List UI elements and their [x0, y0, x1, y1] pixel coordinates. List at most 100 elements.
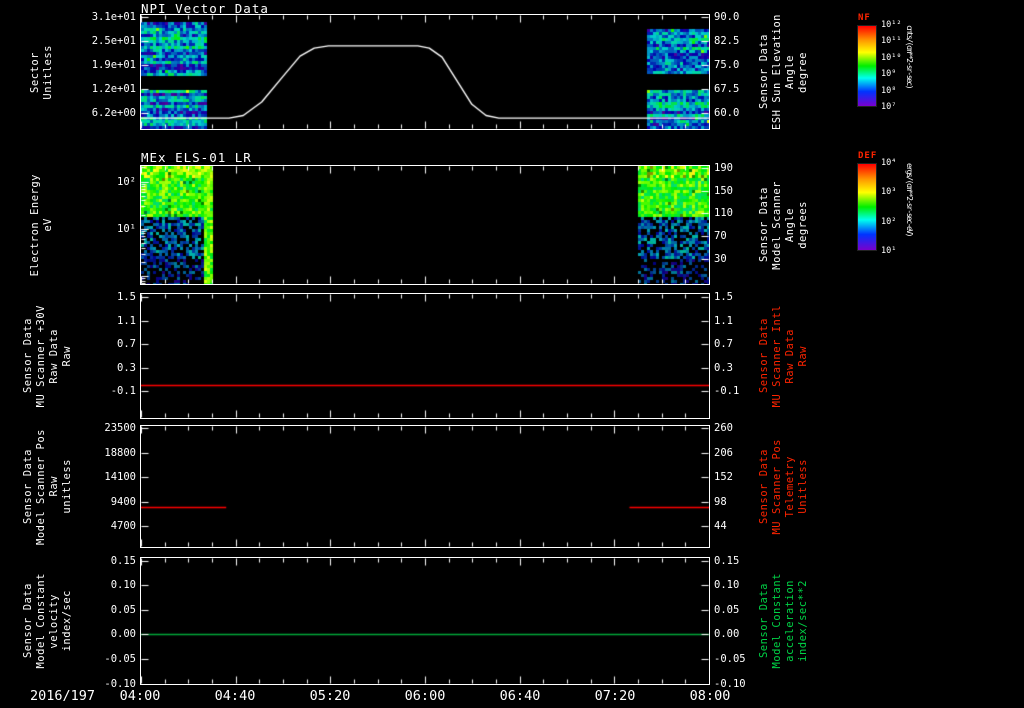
panel4-left-tick-label: 23500	[104, 422, 136, 434]
panel5-right-tick-label: 0.10	[714, 579, 740, 591]
panel3-right-axis-label: Sensor Data MU Scanner Intl Raw Data Raw	[750, 293, 816, 419]
colorbar-tick-label: 10⁸	[881, 85, 897, 96]
panel5-plot-area	[140, 557, 710, 685]
axis-label-line: eV	[41, 218, 54, 232]
panel1-spectrogram-canvas	[141, 15, 709, 129]
panel5-left-tick-label: 0.05	[110, 604, 136, 616]
panel2-left-tick-label: 10²	[117, 176, 136, 188]
panel3-plot-area	[140, 293, 710, 419]
colorbar-nf-gradient	[857, 25, 877, 107]
panel5-line-canvas	[141, 558, 709, 684]
panel3-left-tick-label: -0.1	[110, 385, 136, 397]
panel2-left-tick-label: 10¹	[117, 223, 136, 235]
panel1-left-tick-label: 3.1e+01	[91, 11, 136, 23]
panel4-right-tick-label: 98	[714, 496, 727, 508]
axis-label-line: Model Scanner Pos	[34, 428, 47, 545]
panel3-line-canvas	[141, 294, 709, 418]
axis-label-line: Telemetry	[783, 455, 796, 518]
axis-label-line: Unitless	[41, 44, 54, 100]
time-axis-label: 08:00	[689, 688, 731, 704]
colorbar-tick-label: 10¹²	[881, 20, 902, 30]
panel1-right-tick-label: 90.0	[714, 11, 740, 23]
panel4-right-tick-label: 260	[714, 422, 733, 434]
panel5-left-tick-label: 0.00	[110, 628, 136, 640]
panel1-left-tick-label: 1.2e+01	[91, 83, 136, 95]
panel4-plot-area	[140, 425, 710, 548]
panel4-left-tick-label: 18800	[104, 447, 136, 459]
panel5-left-tick-label: 0.10	[110, 579, 136, 591]
panel5-left-tick-label: -0.10	[104, 678, 136, 690]
axis-label-line: Sector	[28, 51, 41, 93]
colorbar-tick-label: 10⁴	[881, 158, 897, 168]
panel3-left-tick-label: 1.1	[117, 315, 136, 327]
time-axis-label: 05:20	[309, 688, 351, 704]
panel5-left-tick-label: 0.15	[110, 555, 136, 567]
panel3-left-tick-label: 0.3	[117, 362, 136, 374]
panel3-right-tick-label: 1.1	[714, 315, 733, 327]
panel4-left-tick-label: 9400	[110, 496, 136, 508]
panel4-right-tick-label: 44	[714, 520, 727, 532]
panel2-right-tick-label: 110	[714, 207, 733, 219]
panel3-left-tick-label: 1.5	[117, 291, 136, 303]
axis-label-line: index/sec**2	[796, 580, 809, 662]
colorbar-tick-label: 10¹¹	[881, 36, 902, 47]
panel2-right-tick-label: 30	[714, 253, 727, 265]
panel4-right-tick-label: 152	[714, 471, 733, 483]
axis-label-line: unitless	[60, 459, 73, 514]
axis-label-line: degree	[796, 51, 809, 93]
time-axis-label: 04:00	[119, 688, 161, 704]
time-axis-label: 06:00	[404, 688, 446, 704]
panel5-left-tick-label: -0.05	[104, 653, 136, 665]
axis-label-line: Raw Data	[47, 328, 60, 384]
panel5-right-axis-label: Sensor Data Model Constant acceleration ind…	[750, 557, 816, 685]
colorbar-nf: NF 10¹² 10¹¹ 10¹⁰ 10⁹ 10⁸ 10⁷ cnts/(cm**2-sr-…	[857, 13, 987, 173]
panel5-right-tick-label: 0.00	[714, 628, 740, 640]
time-axis-label: 07:20	[594, 688, 636, 704]
axis-label-line: velocity	[47, 593, 60, 649]
panel1-right-tick-label: 75.0	[714, 59, 740, 71]
panel2-right-tick-label: 70	[714, 230, 727, 242]
panel4-right-tick-label: 206	[714, 447, 733, 459]
panel4-left-tick-label: 14100	[104, 471, 136, 483]
panel3-right-tick-label: 0.7	[714, 338, 733, 350]
panel1-left-tick-label: 1.9e+01	[91, 59, 136, 71]
axis-label-line: Electron Energy	[28, 173, 41, 277]
panel1-left-tick-label: 6.2e+00	[91, 107, 136, 119]
axis-label-line: Sensor Data	[757, 448, 770, 525]
axis-label-line: Model Scanner	[770, 180, 783, 270]
panel5-right-tick-label: 0.15	[714, 555, 740, 567]
time-axis-label: 06:40	[499, 688, 541, 704]
axis-label-line: index/sec	[60, 590, 73, 652]
panel2-right-axis-label: Sensor Data Model Scanner Angle degrees	[750, 165, 816, 285]
axis-label-line: Sensor Data	[757, 318, 770, 394]
panel4-line-canvas	[141, 426, 709, 547]
panel1-right-axis-label: Sensor Data ESH Sun Elevation Angle degree	[750, 14, 816, 130]
colorbar-nf-title: NF	[858, 13, 871, 23]
panel3-left-axis-label: Sensor Data MU Scanner +30V Raw Data Raw	[14, 293, 80, 419]
panel3-left-tick-label: 0.7	[117, 338, 136, 350]
panel2-left-axis-label: Electron Energy eV	[20, 165, 62, 285]
colorbar-nf-units-label: cnts/(cm**2-sr-sec)	[905, 25, 914, 89]
panel5-left-axis-label: Sensor Data Model Constant velocity index/s…	[14, 557, 80, 685]
panel4-right-axis-label: Sensor Data MU Scanner Pos Telemetry Unitle…	[750, 425, 816, 548]
axis-label-line: Sensor Data	[21, 583, 34, 659]
axis-label-line: Angle	[783, 54, 796, 90]
axis-label-line: ESH Sun Elevation	[770, 14, 783, 130]
colorbar-def-units-label: ergs/(cm**2-sr-sec-eV)	[905, 163, 914, 236]
panel1-right-tick-label: 67.5	[714, 83, 740, 95]
axis-label-line: Unitless	[796, 459, 809, 514]
panel2-spectrogram-canvas	[141, 166, 709, 284]
panel3-right-tick-label: 0.3	[714, 362, 733, 374]
panel1-plot-area	[140, 14, 710, 130]
axis-label-line: Raw	[47, 476, 60, 497]
axis-label-line: MU Scanner Pos	[770, 438, 783, 535]
axis-label-line: Sensor Data	[21, 448, 34, 525]
colorbar-tick-label: 10²	[881, 216, 897, 227]
axis-label-line: Raw	[60, 345, 73, 367]
axis-label-line: Sensor Data	[21, 318, 34, 394]
panel1-left-axis-label: Sector Unitless	[20, 14, 62, 130]
axis-label-line: Model Constant	[34, 573, 47, 669]
colorbar-tick-label: 10³	[881, 187, 897, 198]
axis-label-line: MU Scanner +30V	[34, 304, 47, 408]
